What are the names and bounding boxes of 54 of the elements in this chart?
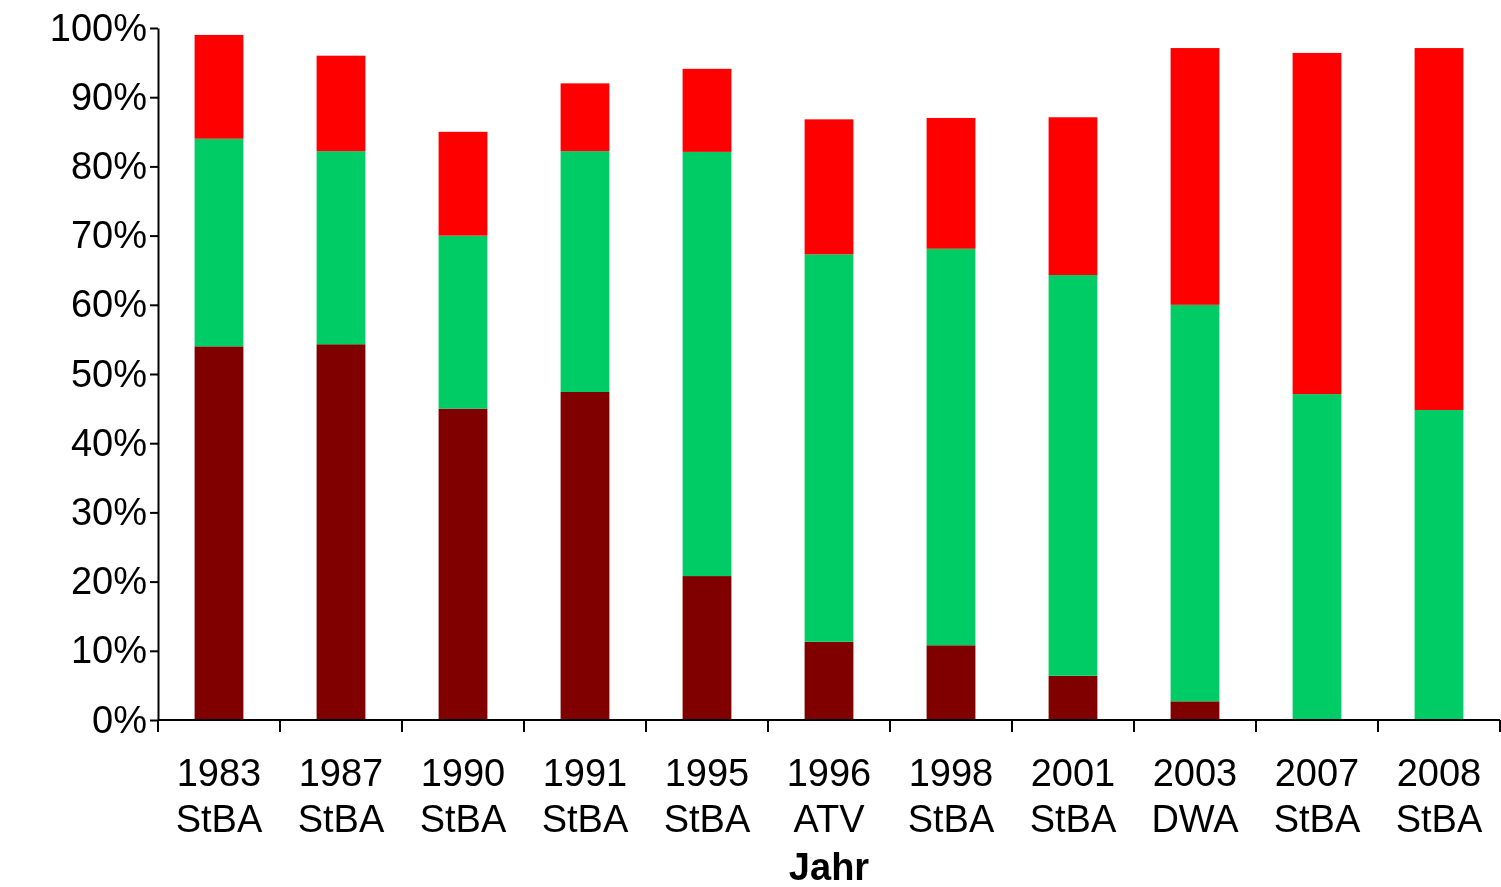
bar: [194, 138, 244, 347]
bar: [1048, 117, 1098, 276]
x-axis-title: Jahr: [788, 846, 870, 887]
bar: [682, 68, 732, 152]
bar: [316, 151, 366, 345]
x-tick-label: 2001 StBA: [1029, 752, 1117, 840]
bar: [316, 344, 366, 720]
bar: [560, 391, 610, 720]
bar: [1170, 304, 1220, 702]
bar: [804, 254, 854, 642]
bar: [804, 641, 854, 720]
bar: [1170, 48, 1220, 305]
x-tick-label: 1996 ATV: [786, 752, 872, 840]
bar: [926, 117, 976, 249]
x-tick-label: 1987 StBA: [297, 752, 385, 840]
bar: [1048, 275, 1098, 676]
y-tick-label: 70%: [70, 214, 147, 257]
y-tick-label: 50%: [70, 352, 147, 395]
x-tick-label: 1998 StBA: [907, 752, 995, 840]
y-tick-label: 0%: [92, 698, 147, 741]
bar: [1292, 394, 1342, 720]
y-tick-label: 10%: [70, 629, 147, 672]
x-tick-label: 2007 StBA: [1273, 752, 1361, 840]
bar: [316, 55, 366, 152]
y-tick-label: 90%: [70, 75, 147, 118]
bar: [560, 83, 610, 152]
bar: [560, 151, 610, 392]
x-tick-label: 1990 StBA: [419, 752, 507, 840]
bar: [438, 131, 488, 236]
x-tick-label: 1995 StBA: [663, 752, 751, 840]
x-tick-label: 1991 StBA: [541, 752, 629, 840]
y-tick-label: 30%: [70, 491, 147, 534]
bar: [804, 119, 854, 255]
y-tick-label: 100%: [49, 6, 147, 49]
bar: [1170, 701, 1220, 720]
bar: [1292, 52, 1342, 395]
bar: [926, 645, 976, 720]
x-tick-label: 1983 StBA: [175, 752, 263, 840]
y-tick-label: 80%: [70, 145, 147, 188]
y-tick-label: 20%: [70, 560, 147, 603]
bar: [1414, 409, 1464, 720]
bar: [1048, 675, 1098, 720]
bar: [1414, 48, 1464, 410]
bar: [194, 34, 244, 139]
bar: [438, 408, 488, 720]
y-tick-label: 60%: [70, 283, 147, 326]
x-tick-label: 2003 DWA: [1151, 752, 1240, 840]
y-tick-label: 40%: [70, 421, 147, 464]
bar: [194, 346, 244, 720]
bar: [926, 248, 976, 646]
bar: [682, 151, 732, 577]
bar: [682, 576, 732, 720]
x-tick-label: 2008 StBA: [1395, 752, 1483, 840]
bar: [438, 235, 488, 409]
